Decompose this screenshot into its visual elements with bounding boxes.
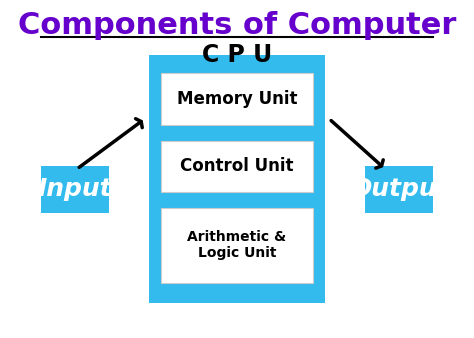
Bar [149, 55, 325, 303]
Text: Memory Unit: Memory Unit [177, 91, 297, 108]
Bar [161, 208, 313, 283]
Text: Arithmetic &
Logic Unit: Arithmetic & Logic Unit [187, 230, 287, 260]
Text: Components of Computer: Components of Computer [18, 11, 456, 41]
Bar [161, 141, 313, 192]
Text: C P U: C P U [202, 43, 272, 67]
Bar [41, 166, 109, 213]
Text: Input: Input [37, 177, 112, 201]
Bar [161, 73, 313, 125]
Bar [365, 166, 433, 213]
Text: Control Unit: Control Unit [180, 158, 294, 175]
Text: Output: Output [350, 177, 448, 201]
